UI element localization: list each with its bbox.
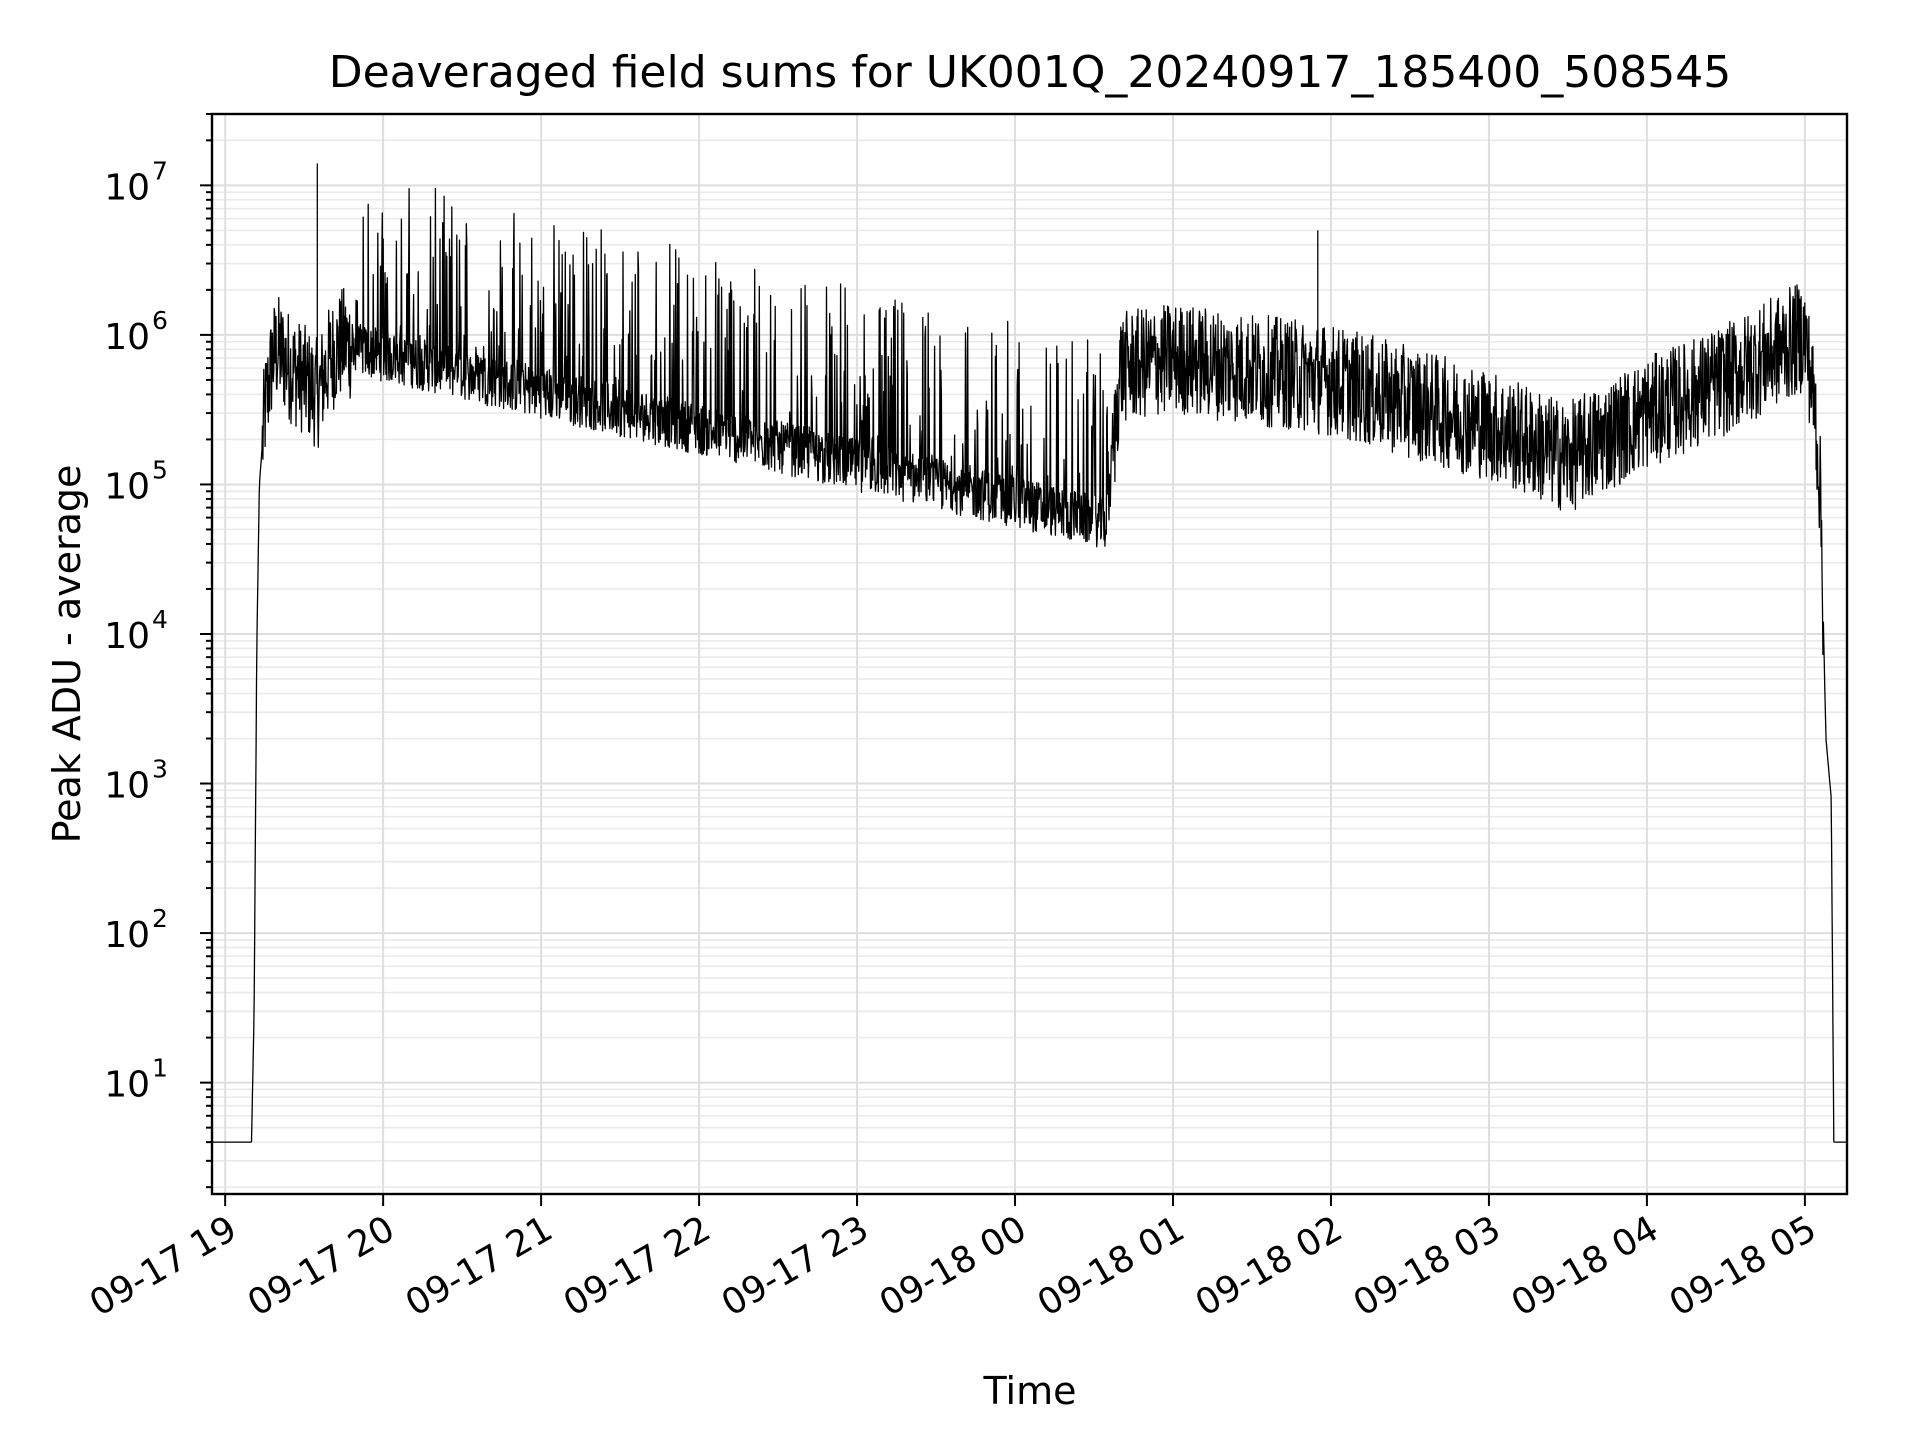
y-tick-label: 10 [104,466,150,507]
series-layer [211,163,1848,1143]
y-tick-exponent: 5 [152,455,168,484]
major-gridlines [212,114,1847,1194]
y-tick-label: 10 [104,915,150,956]
y-tick-label: 10 [104,1065,150,1106]
y-axis-label: Peak ADU - average [45,465,89,844]
y-tick-label: 10 [104,616,150,657]
plot-frame [210,112,1849,1196]
y-tick-label: 10 [104,167,150,208]
y-tick-label: 10 [104,317,150,358]
y-tick-exponent: 7 [152,156,168,185]
y-tick-label: 10 [104,766,150,807]
y-tick-exponent: 2 [152,904,168,933]
chart-title: Deaveraged field sums for UK001Q_2024091… [329,47,1732,98]
y-tick-exponent: 1 [152,1054,168,1083]
y-tick-exponent: 4 [152,605,168,634]
x-axis-label: Time [983,1369,1077,1413]
y-tick-exponent: 3 [152,755,168,784]
series-line [211,187,1848,1143]
y-tick-exponent: 6 [152,306,168,335]
